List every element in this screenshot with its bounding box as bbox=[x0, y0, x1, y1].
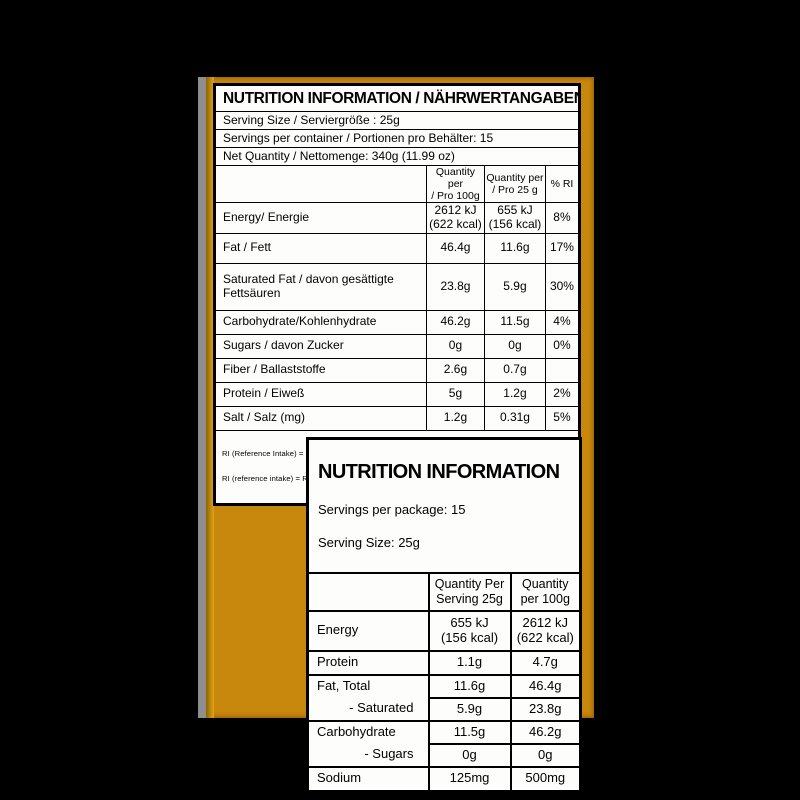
servings-per-container-row: Servings per container / Portionen pro B… bbox=[214, 129, 580, 148]
nutrient-label: Sodium bbox=[306, 765, 430, 793]
col-header-pct-ri: % RI bbox=[544, 164, 581, 204]
nutrient-label: Fiber / Ballaststoffe bbox=[214, 357, 427, 383]
value-per-100g: 1.2g bbox=[425, 405, 485, 431]
table-row-fat: Fat / Fett 46.4g 11.6g 17% bbox=[214, 232, 581, 264]
value-per-100g: 4.7g bbox=[509, 649, 582, 676]
value-per-100g: 500mg bbox=[509, 765, 582, 793]
value-per-serving: 5.9g bbox=[427, 696, 512, 722]
nutrient-label: Energy/ Energie bbox=[214, 202, 427, 234]
value-pct-ri: 2% bbox=[544, 381, 581, 407]
value-pct-ri: 5% bbox=[544, 405, 581, 431]
value-per-100g: 0g bbox=[509, 742, 582, 768]
value-per-serving: 655 kJ (156 kcal) bbox=[427, 609, 512, 652]
empty-header-cell bbox=[214, 164, 427, 204]
table-row-sugars: Sugars / davon Zucker 0g 0g 0% bbox=[214, 333, 581, 359]
eu-table-title: NUTRITION INFORMATION / NÄHRWERTANGABEN bbox=[214, 84, 580, 112]
nutrient-label: Carbohydrate/Kohlenhydrate bbox=[214, 309, 427, 335]
au-table-title: NUTRITION INFORMATION bbox=[318, 460, 560, 483]
value-per-100g: 2612 kJ (622 kcal) bbox=[509, 609, 582, 652]
serving-size-text: Serving Size / Serviergröße : 25g bbox=[214, 111, 580, 130]
table-row-saturated-fat: Saturated Fat / davon gesättigte Fettsäu… bbox=[214, 262, 581, 311]
gold-label-panel: NUTRITION INFORMATION / NÄHRWERTANGABEN … bbox=[198, 77, 594, 793]
nutrient-label: Protein / Eiweß bbox=[214, 381, 427, 407]
value-per-serving: 11.6g bbox=[427, 673, 512, 699]
value-per-100g: 46.4g bbox=[425, 232, 485, 264]
panel-left-grey-edge bbox=[198, 77, 206, 718]
table-row-fat-total: Fat, Total 11.6g 46.4g bbox=[306, 673, 582, 699]
table-row-sugars: - Sugars 0g 0g bbox=[306, 742, 582, 768]
value-pct-ri: 8% bbox=[544, 202, 581, 234]
value-per-100g: 5g bbox=[425, 381, 485, 407]
nutrient-label: Fat, Total bbox=[306, 673, 430, 698]
nutrient-label: Sugars / davon Zucker bbox=[214, 333, 427, 359]
value-per-25g: 0.31g bbox=[483, 405, 546, 431]
value-per-100g: 2612 kJ (622 kcal) bbox=[425, 202, 485, 234]
au-nutrition-table: NUTRITION INFORMATION Servings per packa… bbox=[306, 437, 582, 793]
col-header-per-serving: Quantity Per Serving 25g bbox=[427, 571, 512, 612]
value-per-100g: 23.8g bbox=[425, 262, 485, 311]
serving-size-text: Serving Size: 25g bbox=[318, 534, 420, 550]
value-per-25g: 11.6g bbox=[483, 232, 546, 264]
value-per-100g: 46.2g bbox=[425, 309, 485, 335]
value-per-serving: 11.5g bbox=[427, 719, 512, 745]
value-per-serving: 1.1g bbox=[427, 649, 512, 676]
servings-per-container-text: Servings per container / Portionen pro B… bbox=[214, 129, 580, 148]
nutrient-label: Protein bbox=[306, 649, 430, 676]
table-row-protein: Protein / Eiweß 5g 1.2g 2% bbox=[214, 381, 581, 407]
nutrient-label: Fat / Fett bbox=[214, 232, 427, 264]
table-header-block: NUTRITION INFORMATION Servings per packa… bbox=[306, 437, 582, 574]
panel-left-gold-shading bbox=[206, 77, 214, 718]
serving-size-row: Serving Size / Serviergröße : 25g bbox=[214, 111, 580, 130]
column-header-row: Quantity Per Serving 25g Quantity per 10… bbox=[306, 571, 582, 612]
nutrient-label: Saturated Fat / davon gesättigte Fettsäu… bbox=[214, 262, 427, 311]
nutrient-label: - Sugars bbox=[306, 743, 430, 768]
table-row-protein: Protein 1.1g 4.7g bbox=[306, 649, 582, 676]
nutrient-label: - Saturated bbox=[306, 697, 430, 722]
table-row-carbohydrate: Carbohydrate 11.5g 46.2g bbox=[306, 719, 582, 745]
value-per-100g: 46.4g bbox=[509, 673, 582, 699]
value-pct-ri: 17% bbox=[544, 232, 581, 264]
net-quantity-text: Net Quantity / Nettomenge: 340g (11.99 o… bbox=[214, 147, 580, 166]
eu-nutrition-table-container: NUTRITION INFORMATION / NÄHRWERTANGABEN … bbox=[213, 83, 581, 506]
au-nutrition-table-container: NUTRITION INFORMATION Servings per packa… bbox=[306, 437, 582, 793]
table-row-energy: Energy/ Energie 2612 kJ (622 kcal) 655 k… bbox=[214, 202, 581, 234]
nutrient-label: Energy bbox=[306, 609, 430, 652]
table-row-salt: Salt / Salz (mg) 1.2g 0.31g 5% bbox=[214, 405, 581, 431]
value-per-25g: 11.5g bbox=[483, 309, 546, 335]
value-pct-ri: 30% bbox=[544, 262, 581, 311]
table-row-energy: Energy 655 kJ (156 kcal) 2612 kJ (622 kc… bbox=[306, 609, 582, 652]
nutrient-label: Carbohydrate bbox=[306, 719, 430, 744]
value-per-100g: 2.6g bbox=[425, 357, 485, 383]
eu-nutrition-table: NUTRITION INFORMATION / NÄHRWERTANGABEN … bbox=[213, 83, 581, 506]
table-row-saturated: - Saturated 5.9g 23.8g bbox=[306, 696, 582, 722]
value-per-100g: 0g bbox=[425, 333, 485, 359]
servings-per-package-text: Servings per package: 15 bbox=[318, 501, 466, 517]
value-pct-ri: 4% bbox=[544, 309, 581, 335]
value-per-25g: 0.7g bbox=[483, 357, 546, 383]
value-per-25g: 1.2g bbox=[483, 381, 546, 407]
col-header-per-100g: Quantity per / Pro 100g bbox=[425, 164, 485, 204]
empty-header-cell bbox=[306, 571, 430, 612]
table-row-carbohydrate: Carbohydrate/Kohlenhydrate 46.2g 11.5g 4… bbox=[214, 309, 581, 335]
value-pct-ri: 0% bbox=[544, 333, 581, 359]
table-row-sodium: Sodium 125mg 500mg bbox=[306, 765, 582, 793]
value-per-100g: 23.8g bbox=[509, 696, 582, 722]
value-per-serving: 0g bbox=[427, 742, 512, 768]
value-per-25g: 5.9g bbox=[483, 262, 546, 311]
col-header-per-100g: Quantity per 100g bbox=[509, 571, 582, 612]
value-per-25g: 655 kJ (156 kcal) bbox=[483, 202, 546, 234]
col-header-per-25g: Quantity per / Pro 25 g bbox=[483, 164, 546, 204]
table-title-row: NUTRITION INFORMATION / NÄHRWERTANGABEN bbox=[214, 84, 580, 112]
table-row-fiber: Fiber / Ballaststoffe 2.6g 0.7g bbox=[214, 357, 581, 383]
net-quantity-row: Net Quantity / Nettomenge: 340g (11.99 o… bbox=[214, 147, 580, 166]
column-header-row: Quantity per / Pro 100g Quantity per / P… bbox=[214, 164, 581, 204]
value-per-100g: 46.2g bbox=[509, 719, 582, 745]
nutrient-label: Salt / Salz (mg) bbox=[214, 405, 427, 431]
value-per-serving: 125mg bbox=[427, 765, 512, 793]
value-per-25g: 0g bbox=[483, 333, 546, 359]
value-pct-ri bbox=[544, 357, 581, 383]
